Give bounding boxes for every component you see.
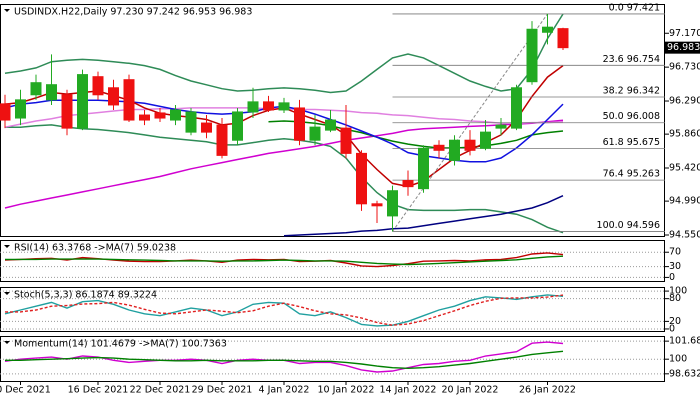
candle-body — [387, 190, 398, 217]
candle-body — [433, 144, 445, 151]
last-price-label: 96.983 — [667, 42, 700, 53]
candle-body — [464, 139, 476, 151]
indicator-line — [5, 350, 564, 370]
candle-body — [495, 124, 507, 129]
candle-body — [309, 126, 321, 141]
candle-body — [263, 101, 274, 111]
fib-trend — [392, 13, 548, 232]
fib-label: 61.8 95.675 — [603, 137, 660, 148]
candle-body — [511, 87, 522, 129]
y-tick-label: 95.420 — [669, 163, 700, 174]
indicator-line — [283, 195, 564, 237]
y-tick-label: 96.290 — [669, 96, 700, 107]
candle-body — [449, 139, 460, 161]
x-tick-label: 10 Jan 2022 — [318, 385, 375, 396]
candle-body — [46, 84, 57, 101]
candle-body — [340, 127, 352, 154]
y-tick-label: 20 — [669, 316, 681, 327]
indicator-line — [4, 13, 564, 94]
y-tick-label: 70 — [669, 247, 681, 258]
x-tick-label: 10 Dec 2021 — [0, 385, 51, 396]
candle-body — [185, 111, 197, 133]
y-tick-label: 95.860 — [669, 129, 700, 140]
candle-body — [201, 122, 212, 133]
y-tick-label: 0 — [669, 323, 675, 334]
x-tick-label: 22 Dec 2021 — [130, 385, 191, 396]
y-tick-label: 100 — [669, 354, 687, 365]
candle-body — [170, 109, 181, 121]
indicator-line — [5, 255, 564, 266]
candle-body — [92, 76, 104, 96]
fib-label: 0.0 97.421 — [609, 2, 660, 13]
indicator-line — [5, 294, 564, 326]
x-tick-label: 16 Dec 2021 — [68, 385, 129, 396]
candle-body — [61, 94, 73, 129]
fib-label: 100.0 94.596 — [597, 220, 660, 231]
candle-body — [30, 82, 42, 96]
y-tick-label: 30 — [669, 261, 681, 272]
fib-label: 76.4 95.263 — [603, 169, 660, 180]
y-tick-label: 94.550 — [669, 229, 700, 240]
candle-body — [371, 203, 383, 207]
indicator-line — [5, 124, 564, 234]
last-price-tag — [665, 41, 700, 54]
indicator-line — [4, 119, 564, 209]
y-tick-label: 101.689 — [669, 336, 700, 347]
x-tick-label: 4 Jan 2022 — [259, 385, 310, 396]
candle-body — [557, 28, 569, 49]
candle-body — [418, 147, 429, 190]
candle-body — [542, 26, 553, 33]
fib-label: 23.6 96.754 — [603, 54, 660, 65]
candle-body — [108, 87, 119, 106]
chart-title: USDINDX.H22,Daily 97.230 97.242 96.953 9… — [14, 7, 252, 18]
title-icon — [4, 341, 10, 344]
candle-body — [232, 111, 243, 141]
candle-body — [216, 124, 228, 156]
y-tick-label: 80 — [669, 293, 681, 304]
candle-body — [294, 107, 305, 141]
candle-body — [278, 102, 290, 111]
candle-body — [402, 180, 414, 188]
candle-body — [77, 74, 88, 129]
title-icon — [4, 245, 10, 248]
y-tick-label: 0 — [669, 272, 675, 283]
y-tick-label: 96.730 — [669, 62, 700, 73]
panel-title: Stoch(5,3,3) 86.1874 89.3224 — [14, 290, 157, 301]
candle-body — [123, 79, 135, 121]
fib-label: 50.0 96.008 — [603, 111, 660, 122]
panel-title: RSI(14) 63.3768 ->MA(7) 59.0238 — [14, 243, 176, 254]
x-tick-label: 26 Jan 2022 — [519, 385, 576, 396]
candle-body — [0, 103, 11, 121]
x-tick-label: 14 Jan 2022 — [380, 385, 437, 396]
y-tick-label: 98.6321 — [669, 368, 700, 379]
title-icon — [4, 292, 10, 295]
panel-frame — [0, 287, 665, 332]
candle-body — [15, 99, 26, 119]
candle-body — [154, 112, 166, 119]
fib-label: 38.2 96.342 — [603, 86, 660, 97]
candle-body — [247, 101, 259, 113]
candle-body — [480, 131, 491, 149]
candle-body — [325, 119, 336, 131]
y-tick-label: 97.170 — [669, 28, 700, 39]
panel-frame — [0, 240, 665, 282]
y-tick-label: 100 — [669, 286, 687, 297]
indicator-line — [268, 120, 564, 149]
candle-body — [139, 114, 150, 121]
panel-title: Momentum(14) 101.4679 ->MA(7) 100.7363 — [14, 339, 227, 350]
candle-body — [526, 28, 538, 83]
x-tick-label: 20 Jan 2022 — [442, 385, 499, 396]
x-tick-label: 29 Dec 2021 — [192, 385, 253, 396]
y-tick-label: 94.990 — [669, 196, 700, 207]
candle-body — [356, 152, 367, 205]
title-icon — [4, 9, 10, 12]
